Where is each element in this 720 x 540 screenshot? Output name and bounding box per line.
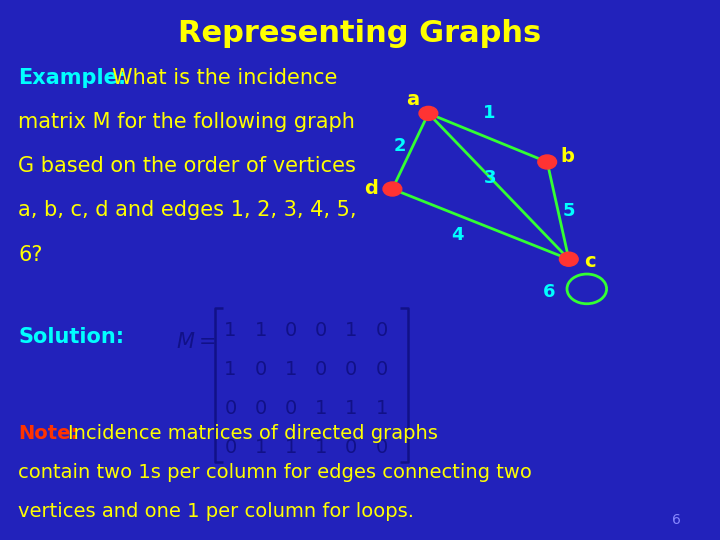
Text: d: d [364, 179, 378, 199]
Text: Representing Graphs: Representing Graphs [179, 19, 541, 48]
Text: 0: 0 [284, 399, 297, 418]
Text: What is the incidence: What is the incidence [112, 68, 337, 87]
Text: 1: 1 [284, 438, 297, 457]
Text: 0: 0 [375, 321, 388, 340]
Text: Note:: Note: [18, 424, 78, 443]
Text: contain two 1s per column for edges connecting two: contain two 1s per column for edges conn… [18, 463, 532, 482]
Text: 1: 1 [254, 321, 267, 340]
Text: 0: 0 [345, 438, 358, 457]
Text: 1: 1 [483, 104, 496, 123]
Circle shape [383, 182, 402, 196]
Text: 5: 5 [562, 201, 575, 220]
Text: 4: 4 [451, 226, 464, 244]
Text: 1: 1 [254, 438, 267, 457]
Text: 1: 1 [375, 399, 388, 418]
Text: 0: 0 [284, 321, 297, 340]
Text: G based on the order of vertices: G based on the order of vertices [18, 156, 356, 176]
Text: a, b, c, d and edges 1, 2, 3, 4, 5,: a, b, c, d and edges 1, 2, 3, 4, 5, [18, 200, 356, 220]
Text: 0: 0 [224, 438, 237, 457]
Circle shape [559, 252, 578, 266]
Text: 0: 0 [315, 360, 328, 379]
Text: 0: 0 [375, 438, 388, 457]
Text: 1: 1 [315, 438, 328, 457]
Text: Example:: Example: [18, 68, 126, 87]
Circle shape [538, 155, 557, 169]
Text: 1: 1 [284, 360, 297, 379]
Text: 6: 6 [672, 512, 681, 526]
Text: 1: 1 [315, 399, 328, 418]
Text: 6: 6 [543, 282, 556, 301]
Text: b: b [560, 147, 575, 166]
Text: 2: 2 [393, 137, 406, 155]
Text: 1: 1 [345, 321, 358, 340]
Text: 0: 0 [345, 360, 358, 379]
Text: matrix M for the following graph: matrix M for the following graph [18, 112, 355, 132]
Text: 1: 1 [345, 399, 358, 418]
Text: 0: 0 [254, 360, 267, 379]
Text: 0: 0 [224, 399, 237, 418]
Text: Incidence matrices of directed graphs: Incidence matrices of directed graphs [68, 424, 438, 443]
Circle shape [419, 106, 438, 120]
Text: 1: 1 [224, 360, 237, 379]
Text: c: c [585, 252, 596, 272]
Text: vertices and one 1 per column for loops.: vertices and one 1 per column for loops. [18, 502, 414, 521]
Text: 0: 0 [254, 399, 267, 418]
Text: Solution:: Solution: [18, 327, 124, 347]
Text: 6?: 6? [18, 245, 42, 265]
Text: a: a [406, 90, 419, 110]
Text: $M =$: $M =$ [176, 332, 216, 352]
Text: 0: 0 [375, 360, 388, 379]
Text: 1: 1 [224, 321, 237, 340]
Text: 0: 0 [315, 321, 328, 340]
Text: 3: 3 [483, 169, 496, 187]
